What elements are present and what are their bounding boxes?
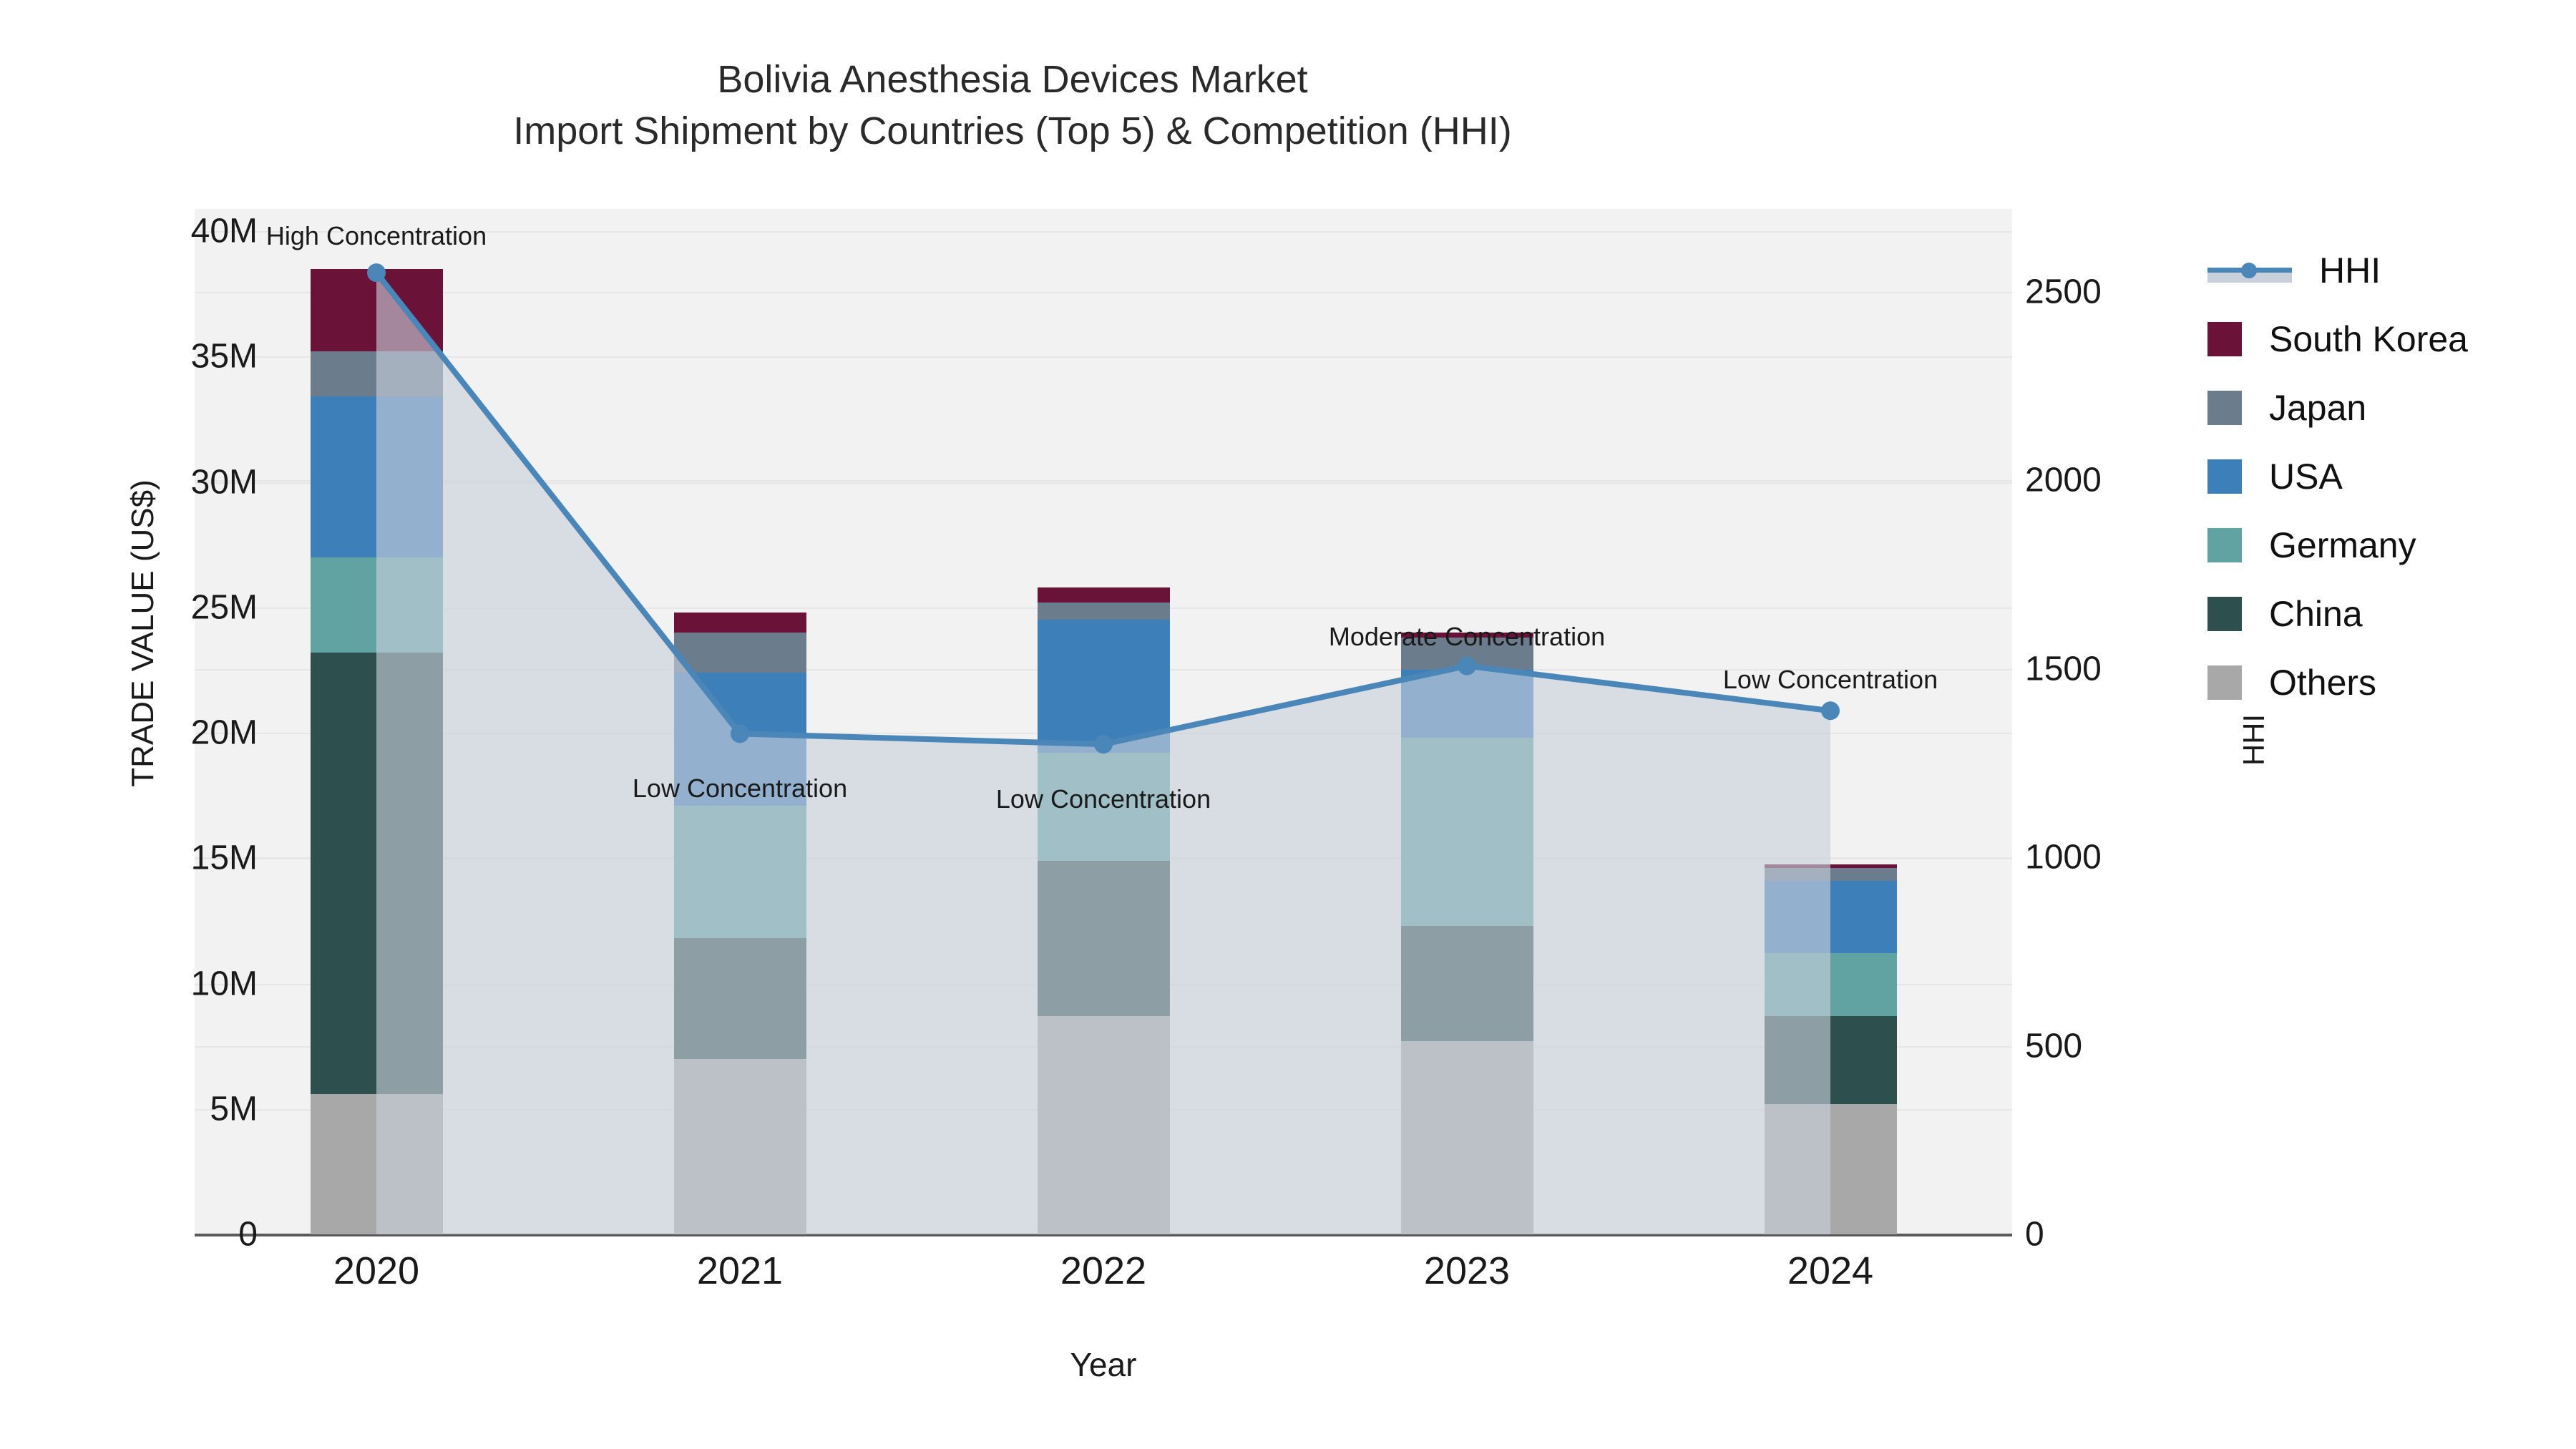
- x-tick: 2022: [1060, 1249, 1147, 1292]
- y-tick-right: 0: [2025, 1215, 2044, 1254]
- legend-label: Others: [2269, 663, 2377, 703]
- bar-segment[interactable]: [310, 557, 443, 653]
- legend-item[interactable]: Japan: [2207, 374, 2468, 442]
- x-tick: 2023: [1423, 1249, 1511, 1292]
- bar-stack[interactable]: [310, 209, 443, 1234]
- legend-swatch: [2207, 391, 2242, 425]
- bar-segment[interactable]: [1037, 860, 1170, 1017]
- y-axis-left-label: TRADE VALUE (US$): [125, 479, 160, 787]
- y-tick-right: 1500: [2025, 650, 2102, 688]
- legend-item[interactable]: China: [2207, 580, 2468, 648]
- bar-segment[interactable]: [1764, 864, 1897, 869]
- bar-segment[interactable]: [1400, 925, 1533, 1042]
- x-tick: 2024: [1787, 1249, 1874, 1292]
- y-tick-right: 1000: [2025, 838, 2102, 877]
- x-axis-baseline: [195, 1234, 2012, 1236]
- bar-segment[interactable]: [1037, 1016, 1170, 1234]
- bar-segment[interactable]: [673, 632, 806, 673]
- legend-label: USA: [2269, 457, 2343, 497]
- legend-label: China: [2269, 594, 2363, 634]
- legend-item[interactable]: South Korea: [2207, 305, 2468, 374]
- concentration-annotation: High Concentration: [265, 221, 487, 251]
- concentration-annotation: Moderate Concentration: [1328, 621, 1606, 651]
- legend-swatch: [2207, 459, 2242, 494]
- legend-line-marker: [2207, 253, 2292, 288]
- bar-segment[interactable]: [310, 1093, 443, 1234]
- bar-segment[interactable]: [310, 351, 443, 397]
- bar-stack[interactable]: [673, 209, 806, 1234]
- x-tick: 2020: [333, 1249, 420, 1292]
- y-tick-right: 2000: [2025, 461, 2102, 499]
- bar-segment[interactable]: [310, 652, 443, 1094]
- bar-segment[interactable]: [310, 268, 443, 352]
- bar-segment[interactable]: [1400, 1041, 1533, 1234]
- legend-swatch: [2207, 597, 2242, 631]
- y-tick-left: 5M: [210, 1090, 258, 1128]
- y-tick-left: 25M: [190, 588, 258, 627]
- y-tick-right: 500: [2025, 1027, 2083, 1065]
- legend: HHI South Korea Japan USA Germany China Others: [2207, 236, 2468, 717]
- x-tick: 2021: [696, 1249, 784, 1292]
- bar-stack[interactable]: [1037, 209, 1170, 1234]
- bar-segment[interactable]: [310, 396, 443, 557]
- y-tick-left: 30M: [190, 463, 258, 501]
- bar-segment[interactable]: [1037, 602, 1170, 620]
- bar-segment[interactable]: [673, 612, 806, 633]
- chart-title-line2: Import Shipment by Countries (Top 5) & C…: [513, 109, 1512, 153]
- bar-segment[interactable]: [673, 805, 806, 939]
- legend-label: Japan: [2269, 388, 2367, 428]
- grid-line: [195, 231, 2012, 233]
- legend-item[interactable]: Others: [2207, 648, 2468, 717]
- x-axis-label: Year: [1070, 1346, 1137, 1383]
- bar-segment[interactable]: [1400, 670, 1533, 738]
- y-tick-left: 15M: [190, 839, 258, 877]
- y-tick-right: 2500: [2025, 273, 2102, 311]
- legend-label: South Korea: [2269, 319, 2468, 359]
- y-tick-left: 35M: [190, 337, 258, 376]
- legend-item[interactable]: Germany: [2207, 511, 2468, 580]
- chart-title-line1: Bolivia Anesthesia Devices Market: [717, 58, 1308, 101]
- concentration-annotation: Low Concentration: [632, 774, 848, 804]
- legend-label: HHI: [2319, 250, 2381, 291]
- y-tick-left: 20M: [190, 713, 258, 752]
- bar-segment[interactable]: [1764, 868, 1897, 881]
- bar-segment[interactable]: [1037, 587, 1170, 602]
- concentration-annotation: Low Concentration: [1722, 665, 1938, 695]
- y-tick-left: 10M: [190, 965, 258, 1002]
- legend-label: Germany: [2269, 525, 2416, 565]
- bar-stack[interactable]: [1400, 209, 1533, 1234]
- y-tick-left: 40M: [190, 212, 258, 250]
- legend-swatch: [2207, 528, 2242, 562]
- bar-segment[interactable]: [1764, 953, 1897, 1017]
- bar-segment[interactable]: [1037, 620, 1170, 753]
- legend-swatch: [2207, 322, 2242, 356]
- bar-segment[interactable]: [1764, 1103, 1897, 1234]
- legend-item[interactable]: USA: [2207, 442, 2468, 511]
- concentration-annotation: Low Concentration: [995, 784, 1211, 814]
- legend-item[interactable]: HHI: [2207, 236, 2468, 305]
- bar-segment[interactable]: [1764, 880, 1897, 954]
- y-tick-left: 0: [238, 1215, 258, 1254]
- bar-segment[interactable]: [673, 1058, 806, 1234]
- legend-swatch: [2207, 665, 2242, 700]
- chart-title: Bolivia Anesthesia Devices Market Import…: [0, 54, 2025, 157]
- bar-stack[interactable]: [1764, 209, 1897, 1234]
- bar-segment[interactable]: [1400, 738, 1533, 926]
- bar-segment[interactable]: [673, 938, 806, 1059]
- bar-segment[interactable]: [1764, 1016, 1897, 1104]
